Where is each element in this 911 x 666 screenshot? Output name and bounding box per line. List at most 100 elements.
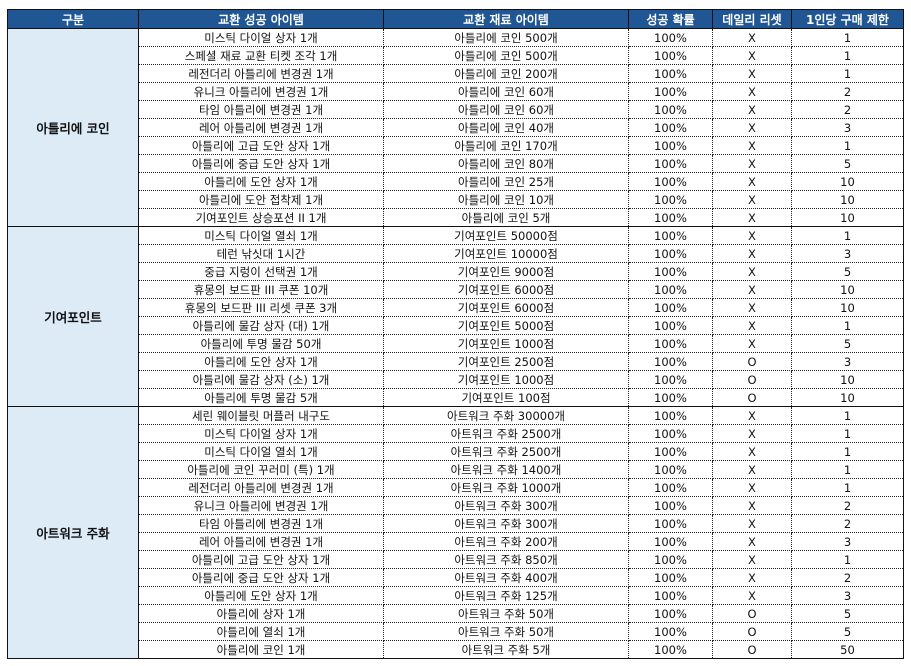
daily-reset-cell: O: [712, 622, 792, 641]
material-item-cell: 아트워크 주화 30000개: [383, 406, 629, 425]
table-row: 기여포인트 미스틱 다이얼 열쇠 1개 기여포인트 50000점 100% X 1: [7, 226, 904, 407]
daily-reset-cell: X: [712, 190, 792, 209]
success-item-cell: 아틀리에 도안 상자 1개: [138, 172, 384, 191]
table-row: 아틀리에 열쇠 1개 아트워크 주화 50개 100% O 5: [8, 622, 904, 641]
material-item-cell: 아트워크 주화 300개: [383, 496, 629, 515]
success-item-cell: 레전더리 아틀리에 변경권 1개: [138, 64, 384, 83]
success-rate-cell: 100%: [628, 604, 713, 623]
daily-reset-cell: X: [712, 532, 792, 551]
purchase-limit-cell: 10: [791, 298, 904, 317]
material-item-cell: 아트워크 주화 850개: [383, 550, 629, 569]
success-item-cell: 레어 아틀리에 변경권 1개: [138, 118, 384, 137]
table-row: 아틀리에 투명 물감 50개 기여포인트 1000점 100% X 5: [8, 334, 904, 353]
purchase-limit-cell: 5: [791, 604, 904, 623]
success-item-cell: 중급 지렁이 선택권 1개: [138, 262, 384, 281]
table-row: 레어 아틀리에 변경권 1개 아트워크 주화 200개 100% X 3: [8, 532, 904, 551]
daily-reset-cell: X: [712, 28, 792, 47]
success-rate-cell: 100%: [628, 622, 713, 641]
purchase-limit-cell: 10: [791, 208, 904, 227]
success-item-cell: 기여포인트 상승포션 II 1개: [138, 208, 384, 227]
daily-reset-cell: X: [712, 136, 792, 155]
success-item-cell: 아틀리에 도안 상자 1개: [138, 352, 384, 371]
purchase-limit-cell: 10: [791, 388, 904, 407]
daily-reset-cell: X: [712, 334, 792, 353]
success-item-cell: 휴몽의 보드판 III 리셋 쿠폰 3개: [138, 298, 384, 317]
purchase-limit-cell: 3: [791, 532, 904, 551]
purchase-limit-cell: 5: [791, 334, 904, 353]
material-item-cell: 아틀리에 코인 60개: [383, 100, 629, 119]
table-row: 레전더리 아틀리에 변경권 1개 아틀리에 코인 200개 100% X 1: [8, 64, 904, 83]
material-item-cell: 아틀리에 코인 500개: [383, 28, 629, 47]
success-rate-cell: 100%: [628, 190, 713, 209]
success-item-cell: 스페셜 재료 교환 티켓 조각 1개: [138, 46, 384, 65]
purchase-limit-cell: 1: [791, 316, 904, 335]
purchase-limit-cell: 2: [791, 514, 904, 533]
daily-reset-cell: X: [712, 550, 792, 569]
success-rate-cell: 100%: [628, 136, 713, 155]
material-item-cell: 기여포인트 10000점: [383, 244, 629, 263]
table-row: 스페셜 재료 교환 티켓 조각 1개 아틀리에 코인 500개 100% X 1: [8, 46, 904, 65]
material-item-cell: 아틀리에 코인 40개: [383, 118, 629, 137]
success-rate-cell: 100%: [628, 388, 713, 407]
daily-reset-cell: X: [712, 316, 792, 335]
purchase-limit-cell: 1: [791, 136, 904, 155]
material-item-cell: 아트워크 주화 300개: [383, 514, 629, 533]
table-row: 유니크 아틀리에 변경권 1개 아틀리에 코인 60개 100% X 2: [8, 82, 904, 101]
table-row: 아틀리에 도안 상자 1개 기여포인트 2500점 100% O 3: [8, 352, 904, 371]
material-item-cell: 아트워크 주화 400개: [383, 568, 629, 587]
success-rate-cell: 100%: [628, 514, 713, 533]
purchase-limit-cell: 3: [791, 244, 904, 263]
table-row: 휴몽의 보드판 III 쿠폰 10개 기여포인트 6000점 100% X 10: [8, 280, 904, 299]
table-row: 유니크 아틀리에 변경권 1개 아트워크 주화 300개 100% X 2: [8, 496, 904, 515]
daily-reset-cell: X: [712, 478, 792, 497]
daily-reset-cell: X: [712, 586, 792, 605]
daily-reset-cell: X: [712, 82, 792, 101]
table-row: 타임 아틀리에 변경권 1개 아틀리에 코인 60개 100% X 2: [8, 100, 904, 119]
success-item-cell: 아틀리에 열쇠 1개: [138, 622, 384, 641]
table-row: 아틀리에 코인 1개 아트워크 주화 5개 100% O 50: [8, 640, 904, 659]
purchase-limit-cell: 2: [791, 82, 904, 101]
purchase-limit-cell: 1: [791, 460, 904, 479]
success-item-cell: 아틀리에 도안 접착제 1개: [138, 190, 384, 209]
purchase-limit-cell: 5: [791, 262, 904, 281]
table-row: 휴몽의 보드판 III 리셋 쿠폰 3개 기여포인트 6000점 100% X 10: [8, 298, 904, 317]
purchase-limit-cell: 10: [791, 370, 904, 389]
purchase-limit-cell: 1: [791, 64, 904, 83]
daily-reset-cell: X: [712, 496, 792, 515]
material-item-cell: 아트워크 주화 200개: [383, 532, 629, 551]
daily-reset-cell: X: [712, 172, 792, 191]
material-item-cell: 아틀리에 코인 60개: [383, 82, 629, 101]
success-rate-cell: 100%: [628, 118, 713, 137]
material-item-cell: 아트워크 주화 50개: [383, 622, 629, 641]
daily-reset-cell: O: [712, 352, 792, 371]
material-item-cell: 아트워크 주화 2500개: [383, 424, 629, 443]
success-rate-cell: 100%: [628, 28, 713, 47]
table-body: 아틀리에 코인 미스틱 다이얼 상자 1개 아틀리에 코인 500개 100% X 1 스페…: [7, 28, 904, 659]
purchase-limit-cell: 2: [791, 100, 904, 119]
purchase-limit-cell: 1: [791, 442, 904, 461]
daily-reset-cell: X: [712, 298, 792, 317]
success-item-cell: 미스틱 다이얼 상자 1개: [138, 28, 384, 47]
success-item-cell: 세린 웨이블릿 머플러 내구도: [138, 406, 384, 425]
purchase-limit-cell: 1: [791, 226, 904, 245]
success-rate-cell: 100%: [628, 280, 713, 299]
success-rate-cell: 100%: [628, 334, 713, 353]
daily-reset-cell: X: [712, 244, 792, 263]
success-item-cell: 아틀리에 물감 상자 (소) 1개: [138, 370, 384, 389]
purchase-limit-cell: 2: [791, 568, 904, 587]
daily-reset-cell: X: [712, 118, 792, 137]
success-rate-cell: 100%: [628, 262, 713, 281]
purchase-limit-cell: 5: [791, 622, 904, 641]
success-item-cell: 아틀리에 투명 물감 5개: [138, 388, 384, 407]
table-row: 레전더리 아틀리에 변경권 1개 아트워크 주화 1000개 100% X 1: [8, 478, 904, 497]
success-item-cell: 레전더리 아틀리에 변경권 1개: [138, 478, 384, 497]
material-item-cell: 기여포인트 1000점: [383, 370, 629, 389]
material-item-cell: 기여포인트 1000점: [383, 334, 629, 353]
success-rate-cell: 100%: [628, 532, 713, 551]
material-item-cell: 아트워크 주화 50개: [383, 604, 629, 623]
material-item-cell: 기여포인트 2500점: [383, 352, 629, 371]
table-row: 미스틱 다이얼 열쇠 1개 아트워크 주화 2500개 100% X 1: [8, 442, 904, 461]
success-rate-cell: 100%: [628, 640, 713, 659]
header-success-rate: 성공 확률: [628, 9, 713, 29]
material-item-cell: 아틀리에 코인 500개: [383, 46, 629, 65]
